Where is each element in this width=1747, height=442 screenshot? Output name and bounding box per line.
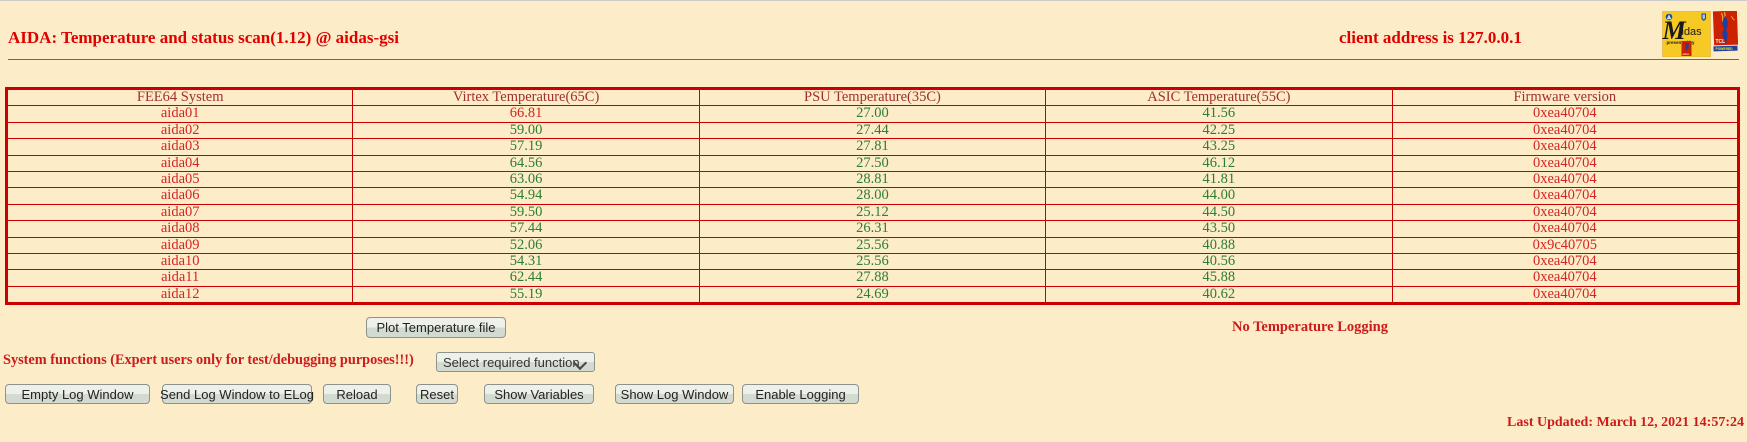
svg-text:idas: idas (1682, 26, 1703, 38)
svg-text:TCL: TCL (1716, 39, 1726, 45)
svg-text:POWERED: POWERED (1716, 47, 1734, 51)
svg-text:aidas: aidas (1683, 52, 1690, 56)
